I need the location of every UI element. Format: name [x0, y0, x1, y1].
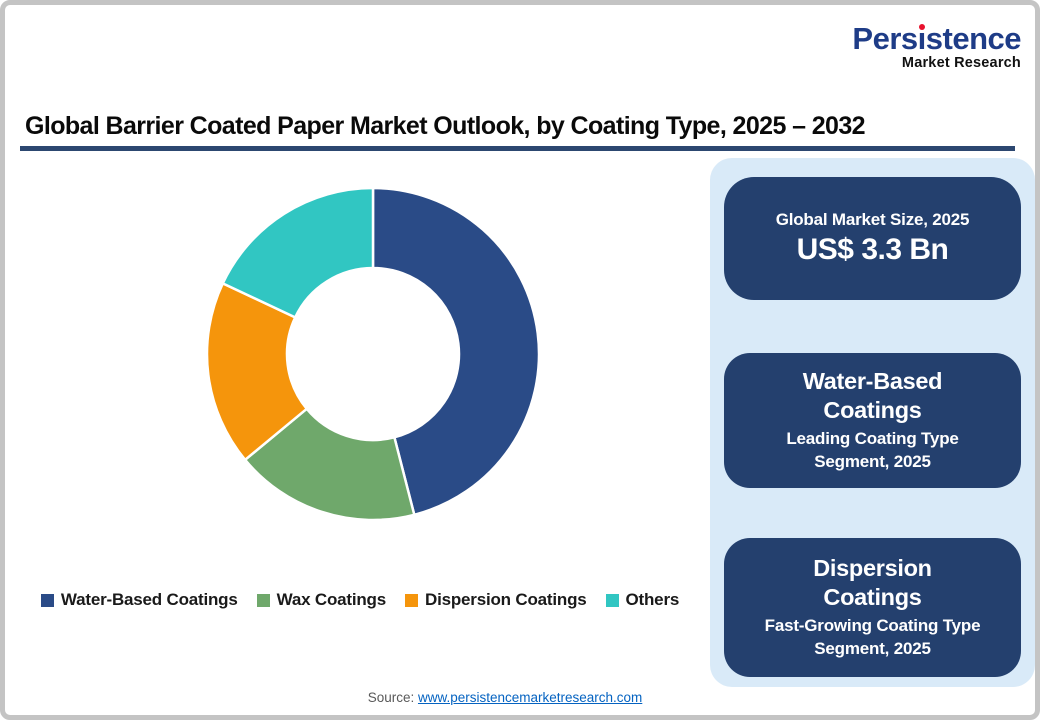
legend-label: Wax Coatings [276, 590, 387, 609]
legend-swatch-icon [256, 593, 270, 607]
page-title: Global Barrier Coated Paper Market Outlo… [25, 112, 866, 140]
logo-dotted-i: ı [917, 21, 927, 56]
brand-logo-subtitle: Market Research [901, 55, 1021, 71]
legend-label: Dispersion Coatings [425, 590, 587, 609]
donut-segment-water-based-coatings [371, 186, 541, 517]
source-link[interactable]: www.persistencemarketresearch.com [417, 690, 643, 705]
card-title: Water-Based Coatings [802, 367, 943, 424]
card-title: Global Market Size, 2025 [775, 210, 970, 229]
highlight-panel: Global Market Size, 2025 US$ 3.3 Bn Wate… [710, 158, 1035, 687]
legend-item-dispersion-coatings: Dispersion Coatings [405, 590, 587, 610]
card-subtitle: Fast-Growing Coating Type Segment, 2025 [764, 616, 981, 659]
card-title: Dispersion Coatings [813, 554, 932, 611]
donut-chart [205, 186, 541, 522]
logo-text-part2: stence [925, 21, 1022, 56]
card-subtitle: Leading Coating Type Segment, 2025 [786, 429, 959, 472]
donut-segment-dispersion-coatings [205, 282, 308, 462]
logo-text-part1: Pers [852, 21, 918, 56]
title-underline [20, 146, 1015, 151]
brand-logo: Persı stence Market Research [852, 23, 1021, 71]
legend-item-water-based-coatings: Water-Based Coatings [40, 590, 238, 610]
legend-label: Water-Based Coatings [60, 590, 238, 609]
card-fast-growing-segment: Dispersion Coatings Fast-Growing Coating… [724, 538, 1021, 677]
legend-swatch-icon [605, 593, 619, 607]
legend-item-others: Others [605, 590, 680, 610]
legend-item-wax-coatings: Wax Coatings [256, 590, 387, 610]
brand-logo-wordmark: Persı stence [852, 23, 1021, 54]
source-label: Source: [367, 690, 418, 705]
legend-swatch-icon [405, 593, 418, 607]
chart-legend: Water-Based Coatings Wax Coatings Disper… [5, 590, 715, 610]
donut-segment-others [221, 186, 375, 319]
card-market-size: Global Market Size, 2025 US$ 3.3 Bn [724, 177, 1021, 300]
source-line: Source: www.persistencemarketresearch.co… [5, 690, 1005, 705]
legend-label: Others [625, 590, 680, 609]
donut-segment-wax-coatings [243, 407, 416, 522]
market-size-value: US$ 3.3 Bn [796, 233, 949, 266]
legend-swatch-icon [40, 593, 54, 607]
card-leading-segment: Water-Based Coatings Leading Coating Typ… [724, 353, 1021, 488]
logo-red-dot-icon [918, 24, 925, 30]
